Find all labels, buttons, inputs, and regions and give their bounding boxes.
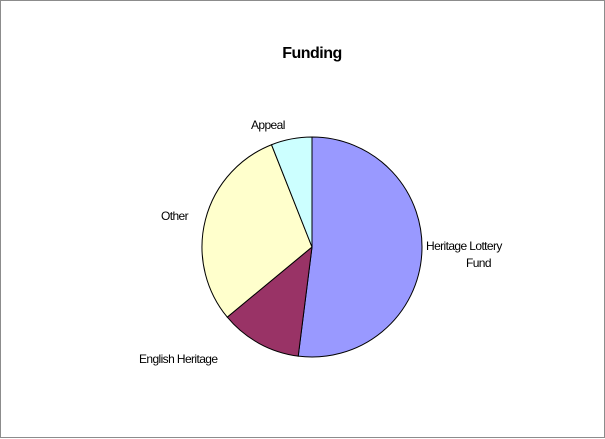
slice-label-english-heritage: English Heritage	[139, 352, 218, 366]
pie-slice-english-heritage	[226, 245, 313, 357]
slice-label-other: Other	[161, 209, 189, 223]
pie-slice-appeal	[270, 136, 313, 248]
slice-label-appeal: Appeal	[251, 118, 285, 132]
slice-label-heritage-lottery-fund: Heritage Lottery Fund	[426, 239, 502, 270]
pie-slice-other	[201, 144, 313, 318]
chart-title: Funding	[282, 45, 342, 62]
pie-slice-heritage-lottery-fund	[297, 136, 423, 358]
